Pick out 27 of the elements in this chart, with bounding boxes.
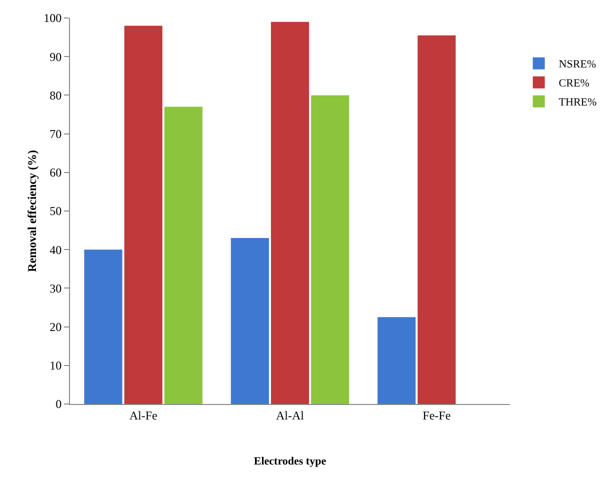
legend-label: THRE% bbox=[558, 96, 597, 109]
bar bbox=[311, 95, 350, 404]
y-tick-label: 40 bbox=[50, 242, 62, 257]
x-tick-label: Al-Fe bbox=[129, 408, 158, 422]
y-tick-label: 60 bbox=[50, 166, 62, 180]
y-tick-label: 20 bbox=[50, 320, 62, 334]
x-tick-label: Fe-Fe bbox=[422, 408, 451, 422]
x-axis-title: Electrodes type bbox=[254, 456, 326, 468]
bar bbox=[84, 250, 122, 404]
y-axis-title: Removal effeciency (%) bbox=[25, 150, 39, 272]
bar bbox=[164, 106, 202, 404]
bar bbox=[124, 26, 162, 404]
y-tick-label: 10 bbox=[50, 358, 62, 373]
bar bbox=[418, 35, 456, 404]
bar bbox=[230, 238, 269, 404]
y-tick-label: 30 bbox=[50, 281, 62, 296]
y-tick-label: 80 bbox=[50, 88, 62, 102]
y-tick-label: 0 bbox=[56, 397, 62, 412]
y-tick-label: 90 bbox=[50, 50, 62, 64]
bar bbox=[270, 22, 310, 404]
x-tick-label: Al-Al bbox=[276, 408, 305, 422]
y-tick-label: 50 bbox=[50, 204, 62, 218]
legend-label: CRE% bbox=[558, 78, 590, 90]
y-tick-label: 100 bbox=[44, 11, 62, 26]
y-tick-label: 70 bbox=[50, 127, 62, 141]
bar bbox=[378, 317, 416, 404]
legend-label: NSRE% bbox=[558, 58, 596, 71]
